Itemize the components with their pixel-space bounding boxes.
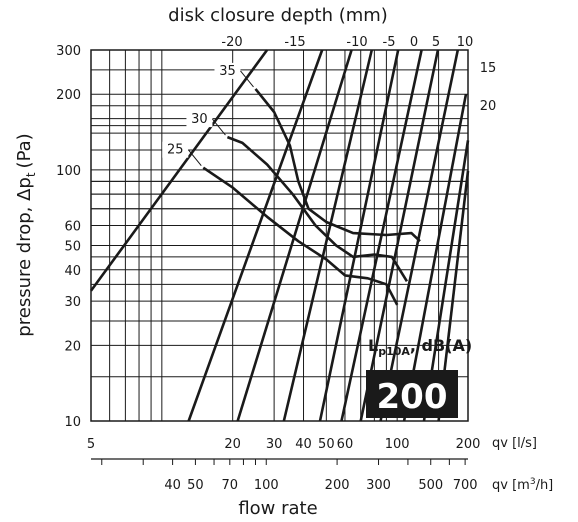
x-secondary-tick-label: 40 bbox=[164, 478, 181, 493]
curve-label-bg bbox=[162, 141, 189, 158]
closure-depth-label: 10 bbox=[457, 35, 474, 50]
x-secondary-tick-label: 200 bbox=[325, 478, 350, 493]
sound-level-curve bbox=[226, 135, 409, 282]
x-axis-title: flow rate bbox=[238, 498, 317, 519]
curve-label-leader bbox=[212, 118, 226, 136]
closure-depth-line bbox=[236, 49, 353, 422]
closure-depth-lines bbox=[89, 49, 470, 422]
closure-depth-line bbox=[89, 49, 269, 292]
sound-level-curve bbox=[254, 88, 421, 243]
y-tick-label: 300 bbox=[56, 44, 81, 59]
y-tick-label: 100 bbox=[56, 164, 81, 179]
size-badge bbox=[366, 370, 458, 418]
x-tick-label: 100 bbox=[385, 437, 410, 452]
x-secondary-tick-label: 70 bbox=[222, 478, 239, 493]
y-tick-label: 40 bbox=[64, 264, 81, 279]
sound-level-curves: 35 30 25 bbox=[162, 62, 421, 306]
y-tick-label: 60 bbox=[64, 220, 81, 235]
curve-label-leader bbox=[187, 149, 202, 166]
sound-level-curve-label: 35 bbox=[219, 64, 236, 79]
y-tick-label: 200 bbox=[56, 88, 81, 103]
sound-level-curve-label: 30 bbox=[191, 112, 208, 127]
sound-level-curve bbox=[202, 166, 399, 306]
closure-depth-label: -15 bbox=[284, 35, 305, 50]
y-tick-label: 30 bbox=[64, 295, 81, 310]
x-secondary-tick-label: 50 bbox=[187, 478, 204, 493]
closure-depth-label: 15 bbox=[480, 61, 497, 76]
closure-depth-line bbox=[402, 93, 468, 422]
y-tick-label: 10 bbox=[64, 415, 81, 430]
grid bbox=[90, 49, 469, 422]
x-secondary-tick-label: 500 bbox=[418, 478, 443, 493]
x-tick-label: 30 bbox=[266, 437, 283, 452]
x-tick-label: 60 bbox=[337, 437, 354, 452]
closure-depth-label: 5 bbox=[432, 35, 440, 50]
curve-label-bg bbox=[186, 111, 213, 128]
closure-depth-line bbox=[379, 49, 460, 422]
y-tick-label: 50 bbox=[64, 239, 81, 254]
closure-depth-label: -20 bbox=[221, 35, 242, 50]
y-tick-label: 20 bbox=[64, 339, 81, 354]
x-tick-label: 200 bbox=[456, 437, 481, 452]
closure-depth-line bbox=[187, 49, 324, 422]
curve-label-leader bbox=[240, 70, 254, 88]
sound-level-label: Lp10A, dB(A) bbox=[368, 336, 472, 358]
closure-depth-label: 20 bbox=[480, 99, 497, 114]
x-tick-label: 40 bbox=[295, 437, 312, 452]
closure-depth-title: disk closure depth (mm) bbox=[168, 5, 388, 26]
closure-depth-label: -5 bbox=[383, 35, 396, 50]
closure-depth-line bbox=[282, 49, 374, 422]
x-tick-label: 20 bbox=[224, 437, 241, 452]
x-tick-label: 50 bbox=[318, 437, 335, 452]
x-secondary-tick-label: 100 bbox=[254, 478, 279, 493]
x-tick-label: 5 bbox=[87, 437, 95, 452]
curve-label-bg bbox=[214, 62, 241, 79]
closure-depth-label: 0 bbox=[410, 35, 418, 50]
closure-depth-line bbox=[318, 49, 400, 422]
x-unit-secondary: qv [m3/h] bbox=[492, 477, 553, 493]
sound-level-curve-label: 25 bbox=[167, 143, 184, 158]
closure-depth-line bbox=[359, 49, 440, 422]
y-axis-title: pressure drop, Δpt(Pa) bbox=[14, 133, 38, 336]
x-unit-primary: qv [l/s] bbox=[492, 436, 537, 451]
x-secondary-tick-label: 300 bbox=[366, 478, 391, 493]
closure-depth-label: -10 bbox=[346, 35, 367, 50]
size-badge-text: 200 bbox=[377, 377, 448, 417]
x-secondary-tick-label: 700 bbox=[453, 478, 478, 493]
